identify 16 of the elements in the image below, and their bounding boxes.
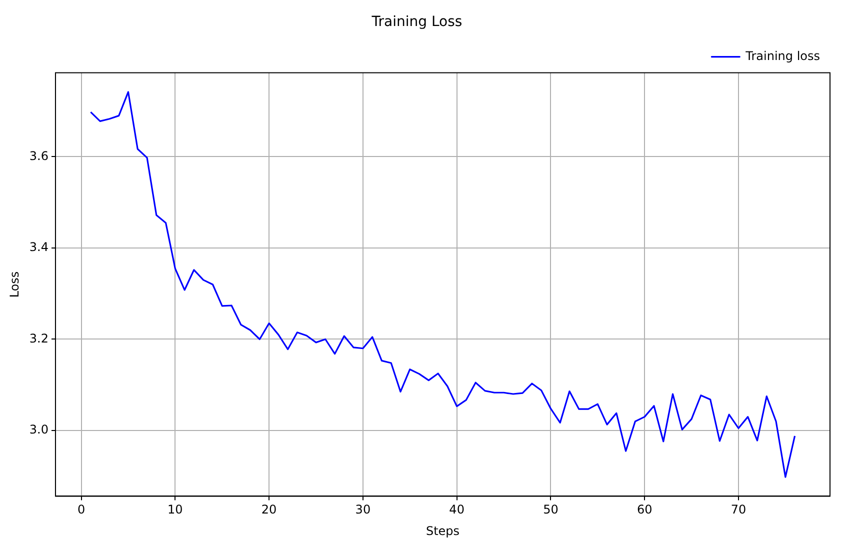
- x-tick-label: 10: [168, 502, 183, 517]
- y-tick-label: 3.6: [29, 148, 48, 163]
- x-tick-label: 50: [543, 502, 558, 517]
- x-axis-title: Steps: [426, 524, 460, 538]
- x-tick-label: 30: [355, 502, 371, 517]
- legend-label: Training loss: [744, 48, 820, 63]
- x-tick-label: 20: [261, 502, 277, 517]
- x-tick-label: 0: [77, 502, 86, 517]
- x-tick-label: 40: [449, 502, 464, 517]
- chart-title: Training Loss: [370, 14, 462, 30]
- y-tick-label: 3.0: [29, 422, 48, 437]
- y-tick-label: 3.4: [29, 240, 48, 254]
- y-tick-label: 3.2: [29, 331, 48, 346]
- x-tick-label: 60: [636, 502, 652, 517]
- x-tick-label: 70: [730, 502, 746, 517]
- y-axis-title: Loss: [7, 271, 22, 298]
